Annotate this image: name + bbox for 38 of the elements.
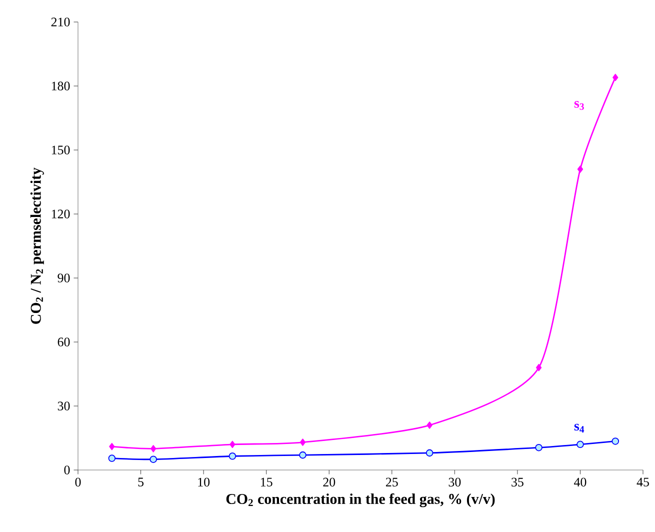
point: [150, 456, 157, 463]
x-tick-label: 30: [448, 478, 461, 487]
x-tick-label: 45: [636, 478, 649, 486]
y-tick-label: 150: [52, 146, 70, 154]
x-tick-label: 20: [323, 478, 336, 487]
series-label: s$_{4}$: [574, 424, 584, 433]
y-tick-label: 60: [58, 338, 70, 346]
x-tick-label: 25: [386, 478, 398, 486]
point: [230, 440, 236, 448]
y-tick-label: 90: [58, 274, 70, 282]
point: [108, 454, 116, 462]
point: [536, 364, 542, 372]
point: [426, 422, 432, 429]
point: [300, 438, 306, 446]
point: [535, 444, 542, 452]
point: [150, 445, 156, 452]
x-tick-label: 40: [574, 478, 586, 487]
y-tick-label: 180: [52, 82, 70, 90]
x-tick-label: 5: [138, 478, 144, 486]
y-tick-label: 0: [64, 466, 70, 474]
x-axis-title: CO$_{2}$ concentration in the feed gas, % (v/v): [226, 493, 495, 508]
x-tick-label: 15: [261, 478, 272, 486]
point: [299, 451, 306, 459]
x-tick-label: 0: [75, 478, 81, 487]
point: [426, 449, 434, 457]
series-label: s$_{3}$: [574, 101, 584, 110]
y-tick-label: 30: [58, 402, 70, 410]
point: [612, 438, 620, 445]
x-tick-label: 35: [512, 478, 524, 486]
y-axis-title: CO$_{2}$ / N$_{2}$ permselectivity: [30, 168, 44, 324]
x-tick-label: 10: [198, 478, 210, 487]
point: [612, 74, 618, 82]
point: [228, 452, 236, 460]
point: [109, 442, 115, 450]
point: [576, 440, 584, 448]
point: [577, 166, 584, 173]
y-tick-label: 210: [51, 18, 70, 26]
y-tick-label: 120: [52, 210, 70, 218]
